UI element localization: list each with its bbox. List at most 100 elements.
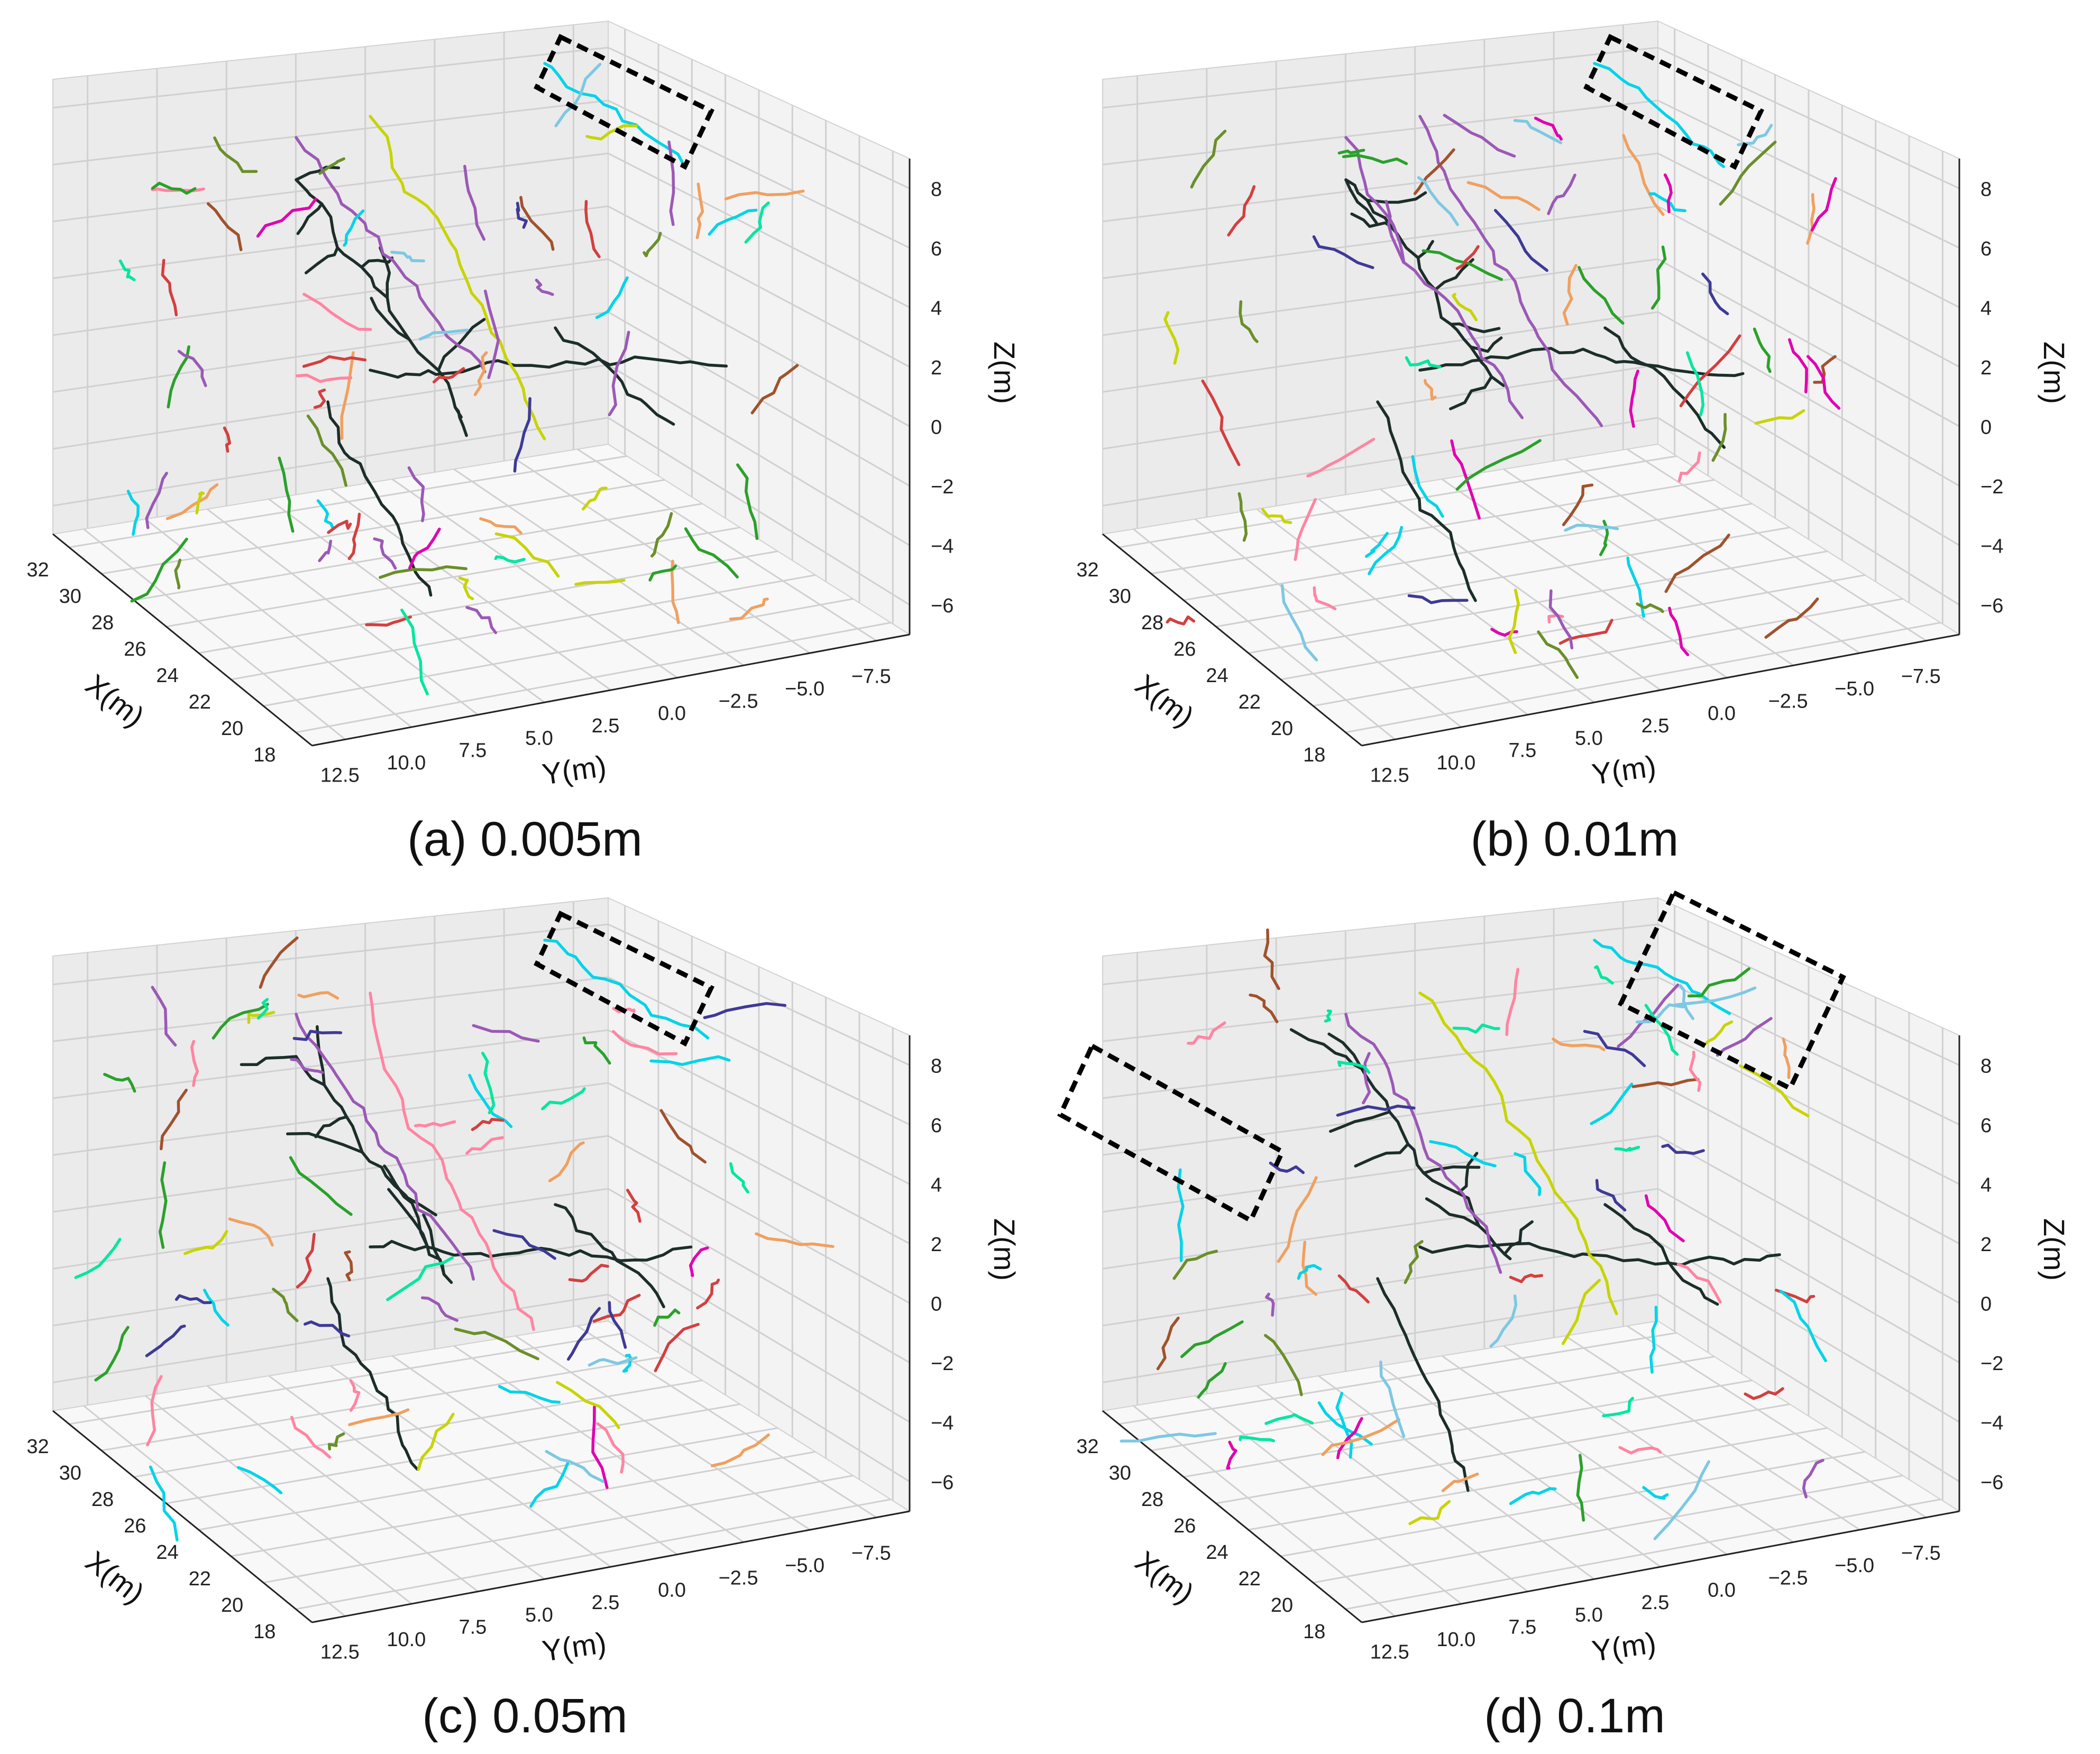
- crack-segment: [568, 1263, 609, 1283]
- crack-segment: [1603, 326, 1726, 449]
- crack-segment: [422, 1213, 446, 1276]
- crack-segment: [316, 499, 335, 530]
- grid-z-horizontal: [52, 205, 910, 368]
- crack-segment: [1197, 1362, 1227, 1399]
- crack-segment: [626, 1189, 641, 1223]
- crack-segment: [1443, 114, 1516, 158]
- x-tick-label: 20: [221, 718, 243, 740]
- crack-segment: [146, 1375, 163, 1447]
- grid-z-horizontal: [52, 47, 910, 189]
- crack-segment: [519, 196, 555, 251]
- x-tick-label: 28: [1141, 1489, 1163, 1511]
- plot-3d-b: 323028262422201812.510.07.55.02.50.0−2.5…: [1076, 20, 2071, 791]
- grid-z-horizontal: [52, 1188, 910, 1364]
- z-tick-label: −6: [1980, 1472, 2003, 1494]
- crack-segment: [744, 201, 770, 244]
- y-tick-label: −5.0: [785, 1555, 824, 1577]
- crack-segment: [1622, 134, 1665, 216]
- crack-segment: [588, 1356, 638, 1367]
- grid-z-horizontal: [1102, 1293, 1960, 1483]
- crack-segment: [1365, 191, 1427, 204]
- grid-y-floor: [515, 458, 811, 654]
- crack-segment: [259, 936, 299, 989]
- crack-segment: [1493, 209, 1548, 272]
- crack-segment: [1297, 1264, 1322, 1280]
- grid-z-horizontal: [1102, 1029, 1960, 1185]
- crack-segment: [1344, 178, 1505, 387]
- crack-segment: [247, 1011, 276, 1024]
- grid-y-floor: [145, 1395, 412, 1605]
- crack-segment: [1261, 508, 1292, 525]
- plot-3d-c: 323028262422201812.510.07.55.02.50.0−2.5…: [26, 897, 1021, 1668]
- crack-segment: [1676, 1263, 1722, 1304]
- crack-segment: [289, 1156, 353, 1216]
- crack-segment: [1455, 439, 1542, 491]
- crack-segment: [1509, 1273, 1544, 1283]
- crack-segment: [608, 330, 630, 417]
- crack-segment: [554, 62, 602, 127]
- y-tick-label: 7.5: [458, 1617, 487, 1639]
- crack-segment: [1263, 928, 1280, 990]
- crack-segment: [710, 1433, 770, 1467]
- crack-segment: [1405, 356, 1442, 369]
- crack-segment: [1644, 1194, 1685, 1243]
- crack-segment: [1561, 1279, 1601, 1345]
- y-tick-label: 0.0: [1708, 1579, 1736, 1602]
- crack-segment: [1602, 1397, 1634, 1418]
- crack-segment: [1190, 130, 1227, 189]
- crack-segment: [611, 1030, 678, 1055]
- crack-segment: [1452, 1023, 1500, 1034]
- crack-segment: [1618, 1446, 1662, 1455]
- crack-segment: [1514, 1152, 1542, 1196]
- crack-segment: [296, 202, 324, 235]
- y-axis-label: Y(m): [540, 749, 608, 791]
- crack-segment: [1548, 589, 1574, 650]
- x-tick-label: 18: [1303, 744, 1325, 766]
- x-tick-label: 28: [91, 612, 114, 634]
- crack-segment: [584, 200, 601, 259]
- crack-segment: [1534, 116, 1563, 141]
- x-tick-label: 28: [91, 1489, 114, 1511]
- grid-z-horizontal: [52, 1082, 910, 1245]
- crack-segment: [654, 1323, 700, 1372]
- x-tick-label: 30: [1109, 585, 1131, 608]
- y-tick-label: 10.0: [387, 1629, 426, 1651]
- crack-segment: [1166, 615, 1196, 626]
- grid-y-floor: [515, 1335, 811, 1531]
- crack-segment: [1642, 1486, 1669, 1500]
- grid-z-horizontal: [52, 258, 910, 427]
- crack-segment: [529, 1461, 570, 1508]
- crack-segment: [1674, 986, 1757, 1007]
- crack-segment: [161, 259, 178, 317]
- x-axis-label: X(m): [79, 667, 150, 733]
- crack-segment: [1716, 1017, 1773, 1057]
- crack-segment: [1650, 245, 1667, 310]
- y-tick-label: −7.5: [851, 1542, 891, 1565]
- crack-segment: [256, 197, 317, 238]
- crack-segment: [1552, 1037, 1606, 1051]
- z-axis-label: Z(m): [988, 1218, 1021, 1281]
- x-tick-label: 18: [1303, 1621, 1325, 1643]
- crack-segment: [1337, 1060, 1371, 1074]
- crack-segment: [184, 1230, 228, 1255]
- panel-d: 32 30 28 26 24 22 20 18 12.5 10.0 7.5 5.0 2.5 0.0 −2.5…: [1050, 877, 2099, 1753]
- crack-segment: [340, 351, 355, 440]
- crack-segment: [724, 189, 805, 200]
- crack-segment: [543, 62, 686, 168]
- highlight-box: [534, 910, 714, 1047]
- crack-segment: [302, 292, 372, 331]
- grid-z-horizontal: [1102, 1135, 1960, 1304]
- z-tick-label: −4: [931, 535, 953, 557]
- crack-segment: [1689, 1050, 1702, 1092]
- crack-segment: [1813, 355, 1837, 384]
- z-tick-label: −4: [1980, 535, 2003, 557]
- crack-segment: [1313, 586, 1337, 611]
- x-axis-label: X(m): [79, 1544, 150, 1610]
- crack-segment: [1594, 965, 1614, 985]
- crack-segment: [206, 202, 243, 252]
- y-tick-label: −7.5: [1901, 1542, 1941, 1565]
- crack-segment: [1802, 1458, 1824, 1499]
- crack-segment: [1744, 1387, 1784, 1400]
- crack-segment: [1249, 993, 1279, 1024]
- crack-segment: [736, 463, 759, 540]
